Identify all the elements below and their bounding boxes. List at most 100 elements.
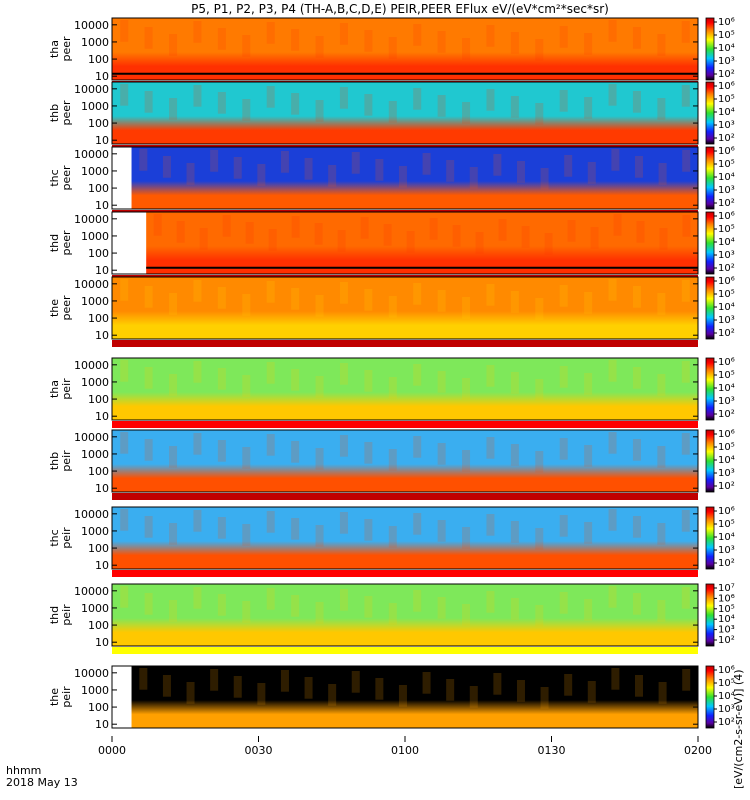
colorbar-tick-label: 10⁶: [718, 211, 735, 222]
texture-cell: [120, 20, 129, 42]
colorbar-tick-label: 10³: [718, 704, 735, 715]
colorbar-tick-label: 10⁴: [718, 614, 735, 625]
texture-cell: [364, 596, 373, 618]
texture-cell: [544, 233, 553, 255]
texture-cell: [328, 165, 337, 187]
panel-species-label: peer: [60, 36, 73, 62]
texture-cell: [632, 27, 641, 49]
panel-probe-label: tha: [48, 40, 61, 58]
x-tick-label: 0100: [391, 744, 419, 757]
texture-cell: [486, 437, 495, 459]
texture-cell: [559, 90, 568, 112]
texture-cell: [304, 677, 313, 699]
texture-cell: [681, 85, 690, 107]
colorbar-tick-label: 10⁴: [718, 383, 735, 394]
colorbar-tick-label: 10⁶: [718, 357, 735, 368]
texture-cell: [540, 168, 549, 190]
panel-probe-label: thb: [48, 104, 61, 122]
y-tick-label: 10000: [74, 431, 109, 444]
panel-probe-label: the: [48, 688, 61, 706]
texture-cell: [608, 20, 617, 42]
texture-cell: [266, 362, 275, 384]
texture-cell: [437, 597, 446, 619]
panel-probe-label: thd: [48, 606, 61, 624]
y-tick-label: 100: [88, 465, 109, 478]
colorbar: [705, 506, 715, 570]
texture-cell: [398, 685, 407, 707]
texture-cell: [266, 22, 275, 44]
texture-cell: [559, 592, 568, 614]
panel-frame: [111, 276, 699, 340]
texture-cell: [682, 669, 691, 691]
panel-species-label: peir: [60, 450, 73, 472]
texture-cell: [364, 289, 373, 311]
colorbar-tick-label: 10⁴: [718, 237, 735, 248]
texture-cell: [446, 160, 455, 182]
texture-cell: [559, 438, 568, 460]
texture-cell: [486, 284, 495, 306]
texture-cell: [193, 280, 202, 302]
texture-cell: [280, 151, 289, 173]
texture-cell: [199, 228, 208, 250]
texture-cell: [291, 288, 300, 310]
texture-cell: [169, 523, 178, 545]
panel-frame: [111, 357, 699, 421]
texture-cell: [351, 671, 360, 693]
texture-cell: [388, 37, 397, 59]
y-tick-label: 10: [95, 636, 109, 649]
y-tick-label: 10: [95, 264, 109, 277]
texture-cell: [364, 370, 373, 392]
texture-cell: [657, 98, 666, 120]
texture-cell: [120, 360, 129, 382]
panel-probe-label: thc: [48, 169, 61, 186]
colorbar-tick-label: 10³: [718, 468, 735, 479]
panel-the-peir: 10 100 1000 10000 the peir 10² 10³ 10⁴ 10⁵ 10⁶: [48, 665, 735, 736]
texture-cell: [169, 293, 178, 315]
chart-title: P5, P1, P2, P3, P4 (TH-A,B,C,D,E) PEIR,P…: [191, 2, 609, 16]
texture-cell: [193, 21, 202, 43]
texture-cell: [388, 377, 397, 399]
texture-cell: [516, 161, 525, 183]
colorbar-tick-label: 10⁶: [718, 665, 735, 676]
texture-cell: [210, 669, 219, 691]
texture-cell: [681, 361, 690, 383]
y-tick-label: 100: [88, 542, 109, 555]
panel-thc-peir: 10 100 1000 10000 thc peir 10² 10³ 10⁴ 10⁵ 10⁶: [48, 506, 735, 577]
texture-cell: [486, 365, 495, 387]
colorbar: [705, 211, 715, 275]
texture-cell: [217, 440, 226, 462]
colorbar-tick-label: 10⁴: [718, 107, 735, 118]
texture-cell: [493, 673, 502, 695]
texture-cell: [266, 434, 275, 456]
texture-cell: [510, 372, 519, 394]
texture-cell: [510, 96, 519, 118]
colorbar-tick-label: 10²: [718, 558, 735, 569]
texture-cell: [462, 604, 471, 626]
texture-cell: [564, 155, 573, 177]
texture-cell: [280, 670, 289, 692]
y-tick-label: 1000: [81, 525, 109, 538]
colorbar: [705, 17, 715, 81]
panel-species-label: peer: [60, 230, 73, 256]
x-tick-label: 0130: [538, 744, 566, 757]
texture-cell: [222, 215, 231, 237]
y-tick-label: 1000: [81, 36, 109, 49]
colorbar-tick-label: 10⁵: [718, 519, 735, 530]
texture-cell: [120, 84, 129, 106]
y-tick-label: 100: [88, 701, 109, 714]
texture-cell: [242, 447, 251, 469]
texture-cell: [217, 517, 226, 539]
colorbar-tick-label: 10⁵: [718, 159, 735, 170]
panel-species-label: peer: [60, 295, 73, 321]
y-tick-label: 10000: [74, 508, 109, 521]
y-tick-label: 100: [88, 619, 109, 632]
panel-frame: [111, 583, 699, 647]
texture-cell: [337, 230, 346, 252]
panel-species-label: peer: [60, 100, 73, 126]
texture-cell: [521, 226, 530, 248]
texture-cell: [193, 361, 202, 383]
texture-cell: [291, 518, 300, 540]
colorbar-tick-label: 10⁴: [718, 172, 735, 183]
texture-cell: [452, 225, 461, 247]
panel-thb-peer: 10 100 1000 10000 thb peer 10² 10³ 10⁴ 10⁵ 10⁶: [48, 81, 735, 152]
